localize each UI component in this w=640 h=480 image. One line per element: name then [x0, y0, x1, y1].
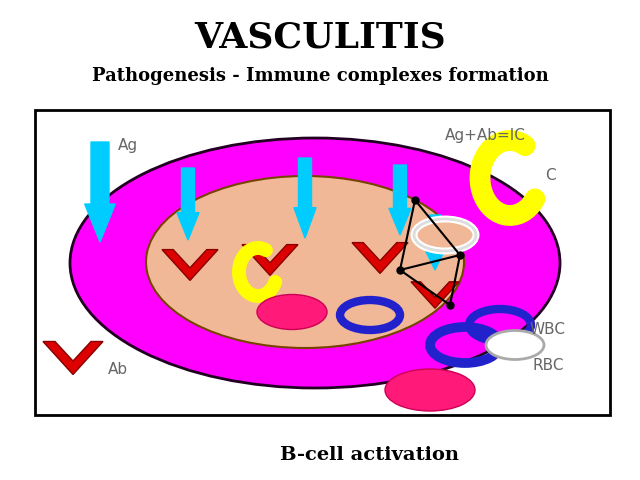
Polygon shape — [352, 242, 408, 274]
FancyArrow shape — [389, 165, 411, 235]
Text: Ag+Ab=IC: Ag+Ab=IC — [445, 128, 526, 143]
Polygon shape — [411, 282, 459, 308]
FancyArrow shape — [425, 215, 445, 270]
FancyArrow shape — [294, 158, 316, 238]
Bar — [35, 110, 610, 415]
FancyArrow shape — [84, 142, 115, 242]
Text: Ab: Ab — [108, 362, 128, 377]
FancyArrow shape — [177, 168, 199, 240]
Text: VASCULITIS: VASCULITIS — [194, 21, 446, 55]
Text: Pathogenesis - Immune complexes formation: Pathogenesis - Immune complexes formatio… — [92, 67, 548, 85]
Ellipse shape — [146, 176, 464, 348]
Text: C: C — [545, 168, 556, 182]
Text: Ag: Ag — [118, 138, 138, 153]
Ellipse shape — [414, 219, 476, 251]
Polygon shape — [242, 245, 298, 276]
Text: RBC: RBC — [532, 358, 563, 372]
Ellipse shape — [486, 331, 544, 360]
Ellipse shape — [70, 138, 560, 388]
Text: B-cell activation: B-cell activation — [280, 446, 460, 464]
Text: WBC: WBC — [530, 323, 566, 337]
Polygon shape — [162, 250, 218, 280]
Polygon shape — [43, 341, 103, 374]
Ellipse shape — [385, 369, 475, 411]
Ellipse shape — [257, 295, 327, 329]
